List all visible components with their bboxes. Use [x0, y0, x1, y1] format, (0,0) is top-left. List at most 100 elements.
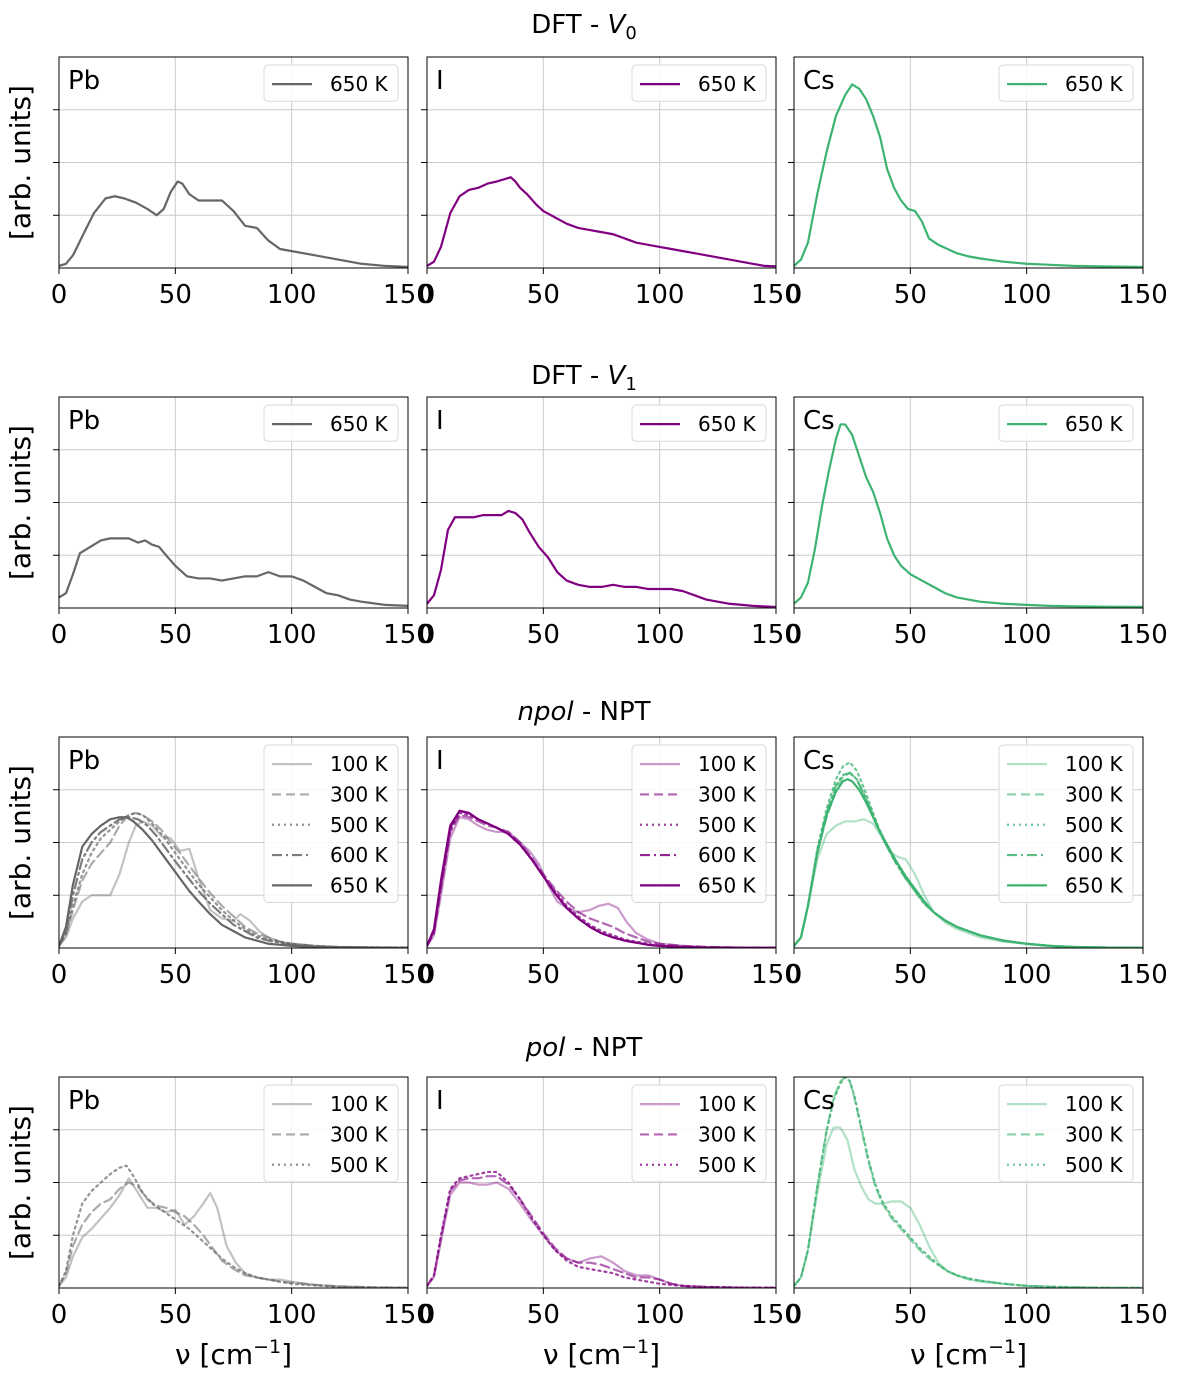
- legend-entry-label: 300 K: [1065, 1122, 1124, 1146]
- x-tick-label: 150: [1118, 960, 1168, 990]
- series-line-650k: [59, 816, 408, 948]
- row-title-subscript: 0: [625, 23, 636, 44]
- x-tick-label: 150: [751, 620, 801, 650]
- x-tick-label: 50: [527, 620, 560, 650]
- x-tick-label: 0: [419, 280, 436, 310]
- element-label: Cs: [803, 1086, 835, 1116]
- legend-box: [263, 1084, 399, 1183]
- legend: 100 K 300 K 500 K 600 K 650 K: [998, 744, 1134, 903]
- y-axis-label: [arb. units]: [4, 425, 37, 580]
- legend-entry-label: 100 K: [698, 1092, 757, 1116]
- legend: 100 K 300 K 500 K: [263, 1084, 399, 1183]
- legend-entry-label: 600 K: [698, 843, 757, 867]
- x-tick-label: 50: [527, 960, 560, 990]
- legend: 100 K 300 K 500 K 600 K 650 K: [263, 744, 399, 903]
- x-tick-label: 100: [1002, 960, 1052, 990]
- row-title-italic: V: [608, 10, 628, 40]
- axes-frame: [58, 1076, 409, 1289]
- legend: 650 K: [631, 404, 767, 442]
- legend-box: [263, 744, 399, 903]
- legend: 100 K 300 K 500 K: [631, 1084, 767, 1183]
- legend: 650 K: [998, 64, 1134, 102]
- element-label: I: [436, 746, 444, 776]
- element-label: Pb: [68, 66, 100, 96]
- axes-frame: [58, 56, 409, 269]
- x-axis-label-exponent: −1: [621, 1336, 649, 1358]
- y-axis-label: [arb. units]: [4, 1105, 37, 1260]
- legend-box: [998, 1084, 1134, 1183]
- legend-entry-label: 650 K: [698, 873, 757, 897]
- row-title: pol - NPT: [525, 1033, 643, 1063]
- legend: 650 K: [263, 64, 399, 102]
- row-title-italic: pol: [525, 1033, 566, 1063]
- row-title-prefix: DFT -: [531, 361, 607, 391]
- legend-box: [998, 64, 1134, 102]
- legend-box: [631, 64, 767, 102]
- element-label: Pb: [68, 746, 100, 776]
- x-tick-label: 0: [419, 960, 436, 990]
- legend-entry-label: 600 K: [330, 843, 389, 867]
- x-tick-label: 150: [751, 1300, 801, 1330]
- x-tick-label: 100: [267, 620, 317, 650]
- x-tick-label: 50: [159, 1300, 192, 1330]
- x-axis-label-exponent: −1: [253, 1336, 281, 1358]
- legend-entry-label: 650 K: [1065, 412, 1124, 436]
- legend-entry-label: 100 K: [1065, 752, 1124, 776]
- x-tick-label: 100: [1002, 1300, 1052, 1330]
- series-line-650k: [427, 176, 776, 268]
- series-line-650k: [794, 83, 1143, 268]
- panel-cs: 0 50 100 150 Cs 100 K 300 K 500 K ν [cm−1]: [786, 1076, 1168, 1371]
- legend-entry-label: 650 K: [698, 412, 757, 436]
- panel-i: 0 50 100 150 I 100 K 300 K 500 K 600 K 650 K: [419, 736, 801, 990]
- x-tick-label: 100: [635, 960, 685, 990]
- row-title-italic: V: [608, 361, 628, 391]
- legend-entry-label: 500 K: [698, 813, 757, 837]
- panel-pb: 0 50 100 150 Pb 650 K [arb. units]: [4, 396, 433, 650]
- x-tick-label: 0: [786, 960, 803, 990]
- legend: 650 K: [631, 64, 767, 102]
- x-tick-label: 0: [51, 960, 68, 990]
- element-label: Pb: [68, 406, 100, 436]
- element-label: Cs: [803, 746, 835, 776]
- series-line-600k: [59, 816, 408, 948]
- axes-frame: [426, 736, 777, 949]
- x-tick-label: 150: [383, 1300, 433, 1330]
- x-tick-label: 50: [527, 280, 560, 310]
- x-tick-label: 100: [635, 1300, 685, 1330]
- legend-entry-label: 300 K: [698, 782, 757, 806]
- axes-frame: [58, 396, 409, 609]
- x-tick-label: 100: [267, 1300, 317, 1330]
- series-line-650k: [59, 180, 408, 268]
- x-axis-label-exponent: −1: [988, 1336, 1016, 1358]
- x-tick-label: 50: [894, 960, 927, 990]
- legend-entry-label: 300 K: [698, 1122, 757, 1146]
- x-tick-label: 50: [894, 620, 927, 650]
- x-tick-label: 150: [383, 280, 433, 310]
- row-title-suffix: - NPT: [565, 1033, 642, 1063]
- x-tick-label: 50: [159, 280, 192, 310]
- row-title-suffix: - NPT: [574, 697, 651, 727]
- element-label: Cs: [803, 66, 835, 96]
- x-tick-label: 0: [786, 1300, 803, 1330]
- axes-frame: [426, 1076, 777, 1289]
- element-label: I: [436, 406, 444, 436]
- x-tick-label: 100: [267, 960, 317, 990]
- legend: 100 K 300 K 500 K: [998, 1084, 1134, 1183]
- x-axis-label: ν [cm−1]: [543, 1336, 660, 1371]
- panel-i: 0 50 100 150 I 100 K 300 K 500 K ν [cm−1]: [419, 1076, 801, 1371]
- row-title: DFT - V1: [531, 361, 637, 395]
- legend-entry-label: 650 K: [330, 412, 389, 436]
- row-title: npol - NPT: [517, 697, 650, 727]
- element-label: Pb: [68, 1086, 100, 1116]
- x-tick-label: 150: [383, 960, 433, 990]
- axes-frame: [793, 56, 1144, 269]
- legend-entry-label: 500 K: [330, 1153, 389, 1177]
- legend-box: [998, 744, 1134, 903]
- legend-entry-label: 650 K: [330, 873, 389, 897]
- legend-entry-label: 500 K: [1065, 1153, 1124, 1177]
- series-line-650k: [59, 537, 408, 607]
- x-tick-label: 100: [1002, 280, 1052, 310]
- legend-entry-label: 650 K: [1065, 72, 1124, 96]
